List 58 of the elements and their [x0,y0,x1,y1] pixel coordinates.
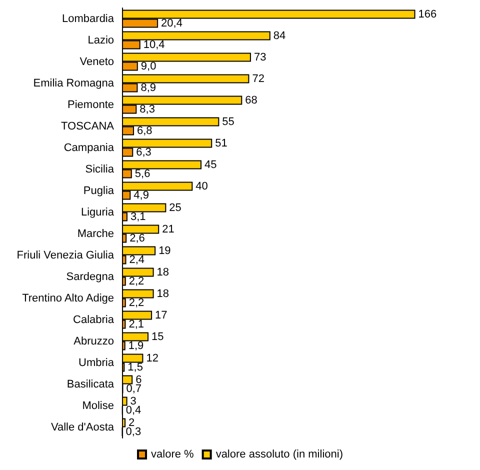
data-label: 25 [169,202,182,214]
data-label: 4,9 [134,189,149,202]
data-label: 2,2 [128,296,144,309]
data-label: 15 [152,330,164,343]
data-label: 0,7 [126,382,142,395]
data-label: 3,1 [130,210,146,223]
data-label: 45 [204,158,217,171]
data-label: 21 [162,223,174,236]
data-label: 2,4 [129,254,145,266]
y-tick-label: Abruzzo [74,335,114,348]
data-label: 166 [418,8,437,20]
data-label: 18 [156,266,170,278]
y-tick-label: Lazio [88,34,114,46]
data-label: 17 [155,309,168,322]
data-label: 18 [156,288,170,300]
y-tick-label: Puglia [83,184,115,197]
y-tick-label: Molise [82,400,114,412]
data-label: 73 [254,51,266,64]
y-tick-label: Sardegna [66,270,115,283]
data-label: 51 [215,137,228,150]
data-label: 20,4 [161,17,182,30]
y-tick-label: Trentino Alto Adige [22,292,114,304]
y-tick-label: TOSCANA [61,120,115,132]
data-label: 2,2 [128,275,144,288]
y-tick-label: Marche [77,228,114,240]
y-tick-label: Emilia Romagna [33,77,115,90]
data-label: 55 [222,116,234,128]
data-label: 8,9 [140,82,156,94]
data-label: 40 [196,180,208,192]
data-label: 19 [158,244,171,257]
y-tick-label: Campania [64,142,115,154]
legend-label: valore % [151,448,194,460]
y-tick-label: Umbria [78,356,115,369]
y-tick-label: Calabria [73,314,115,326]
data-label: 2,1 [128,318,144,330]
y-tick-label: Liguria [80,206,115,218]
y-tick-label: Piemonte [68,98,114,111]
y-tick-label: Valle d'Aosta [50,421,115,434]
data-label: 1,9 [128,340,144,352]
data-label: 12 [146,352,158,364]
data-label: 1,5 [128,361,143,374]
data-label: 84 [273,30,286,42]
data-label: 10,4 [143,38,165,51]
data-label: 9,0 [140,60,156,72]
y-tick-label: Lombardia [62,12,115,25]
data-label: 2,6 [130,232,145,244]
data-label: 8,3 [140,103,155,116]
data-label: 6,3 [136,146,152,158]
data-label: 6,8 [137,124,152,137]
y-tick-label: Basilicata [66,378,115,390]
y-tick-label: Sicilia [85,163,115,176]
data-label: 5,6 [134,168,150,180]
data-label: 0,3 [126,426,142,438]
legend-label: valore assoluto (in milioni) [216,448,343,460]
data-label: 72 [252,72,264,85]
data-label: 68 [245,94,258,106]
y-tick-label: Veneto [80,56,114,68]
y-tick-label: Friuli Venezia Giulia [16,249,115,262]
